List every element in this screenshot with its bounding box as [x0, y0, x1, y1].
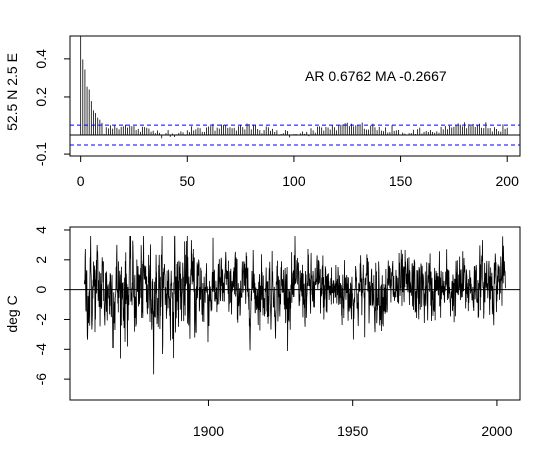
series-y-tick-label: -6 [33, 373, 49, 386]
acf-annotation: AR 0.6762 MA -0.2667 [305, 68, 447, 84]
series-panel: 1900 1950 2000 4 2 0 -2 -4 -6 deg C [4, 226, 521, 439]
acf-y-tick-label: -0.1 [33, 142, 49, 166]
series-y-tick-label: 4 [33, 226, 49, 234]
acf-y-label: 52.5 N 2.5 E [4, 53, 20, 131]
acf-x-tick-label: 150 [389, 173, 413, 189]
acf-x-tick-label: 200 [496, 173, 520, 189]
acf-bars [80, 36, 508, 139]
acf-x-tick-label: 0 [77, 173, 85, 189]
series-y-axis: 4 2 0 -2 -4 -6 [33, 226, 70, 385]
series-line [84, 235, 506, 375]
acf-x-tick-label: 50 [180, 173, 196, 189]
acf-plot-frame [69, 35, 521, 157]
series-x-tick-label: 1950 [337, 423, 368, 439]
series-x-axis: 1900 1950 2000 [193, 400, 513, 439]
acf-x-axis: 0 50 100 150 200 [77, 156, 519, 189]
series-y-label: deg C [4, 295, 20, 332]
series-plot-frame [69, 226, 521, 401]
series-y-tick-label: 2 [33, 256, 49, 264]
acf-panel: 0 50 100 150 200 -0.1 0.2 0.4 AR 0.6762 MA -0.… [4, 35, 521, 189]
acf-x-tick-label: 100 [282, 173, 306, 189]
acf-y-axis: -0.1 0.2 0.4 [33, 49, 70, 166]
series-y-tick-label: 0 [33, 286, 49, 294]
series-x-tick-label: 1900 [193, 423, 224, 439]
series-y-tick-label: -4 [33, 343, 49, 356]
series-x-tick-label: 2000 [481, 423, 512, 439]
series-y-tick-label: -2 [33, 313, 49, 326]
acf-y-tick-label: 0.2 [33, 87, 49, 107]
acf-y-tick-label: 0.4 [33, 49, 49, 69]
